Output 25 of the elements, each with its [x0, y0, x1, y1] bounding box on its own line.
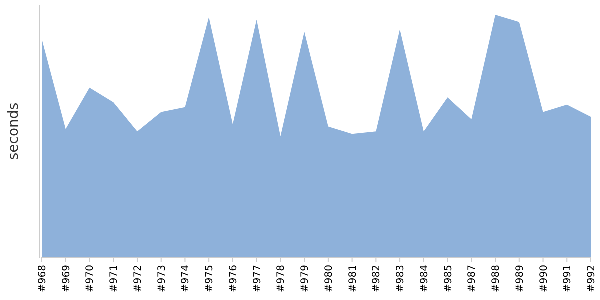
- x-tick-label: #970: [85, 265, 96, 292]
- x-tick-label: #976: [228, 265, 240, 292]
- x-tick-label: #980: [324, 265, 335, 292]
- y-axis-title: seconds: [6, 102, 22, 160]
- x-tick-label: #990: [538, 265, 550, 292]
- x-tick-label: #983: [396, 265, 407, 292]
- x-tick-label: #984: [419, 265, 430, 292]
- x-tick-label: #973: [156, 265, 168, 292]
- x-tick-label: #991: [562, 265, 574, 292]
- x-tick-label: #974: [180, 265, 192, 292]
- x-tick-label: #985: [443, 265, 454, 292]
- x-tick-label: #968: [38, 265, 48, 292]
- x-tick-label: #982: [372, 265, 383, 292]
- x-tick-label: #988: [491, 265, 502, 292]
- x-tick-label: #979: [300, 265, 312, 292]
- x-tick-label: #977: [252, 265, 264, 292]
- x-tick-label: #978: [276, 265, 288, 292]
- x-tick-label: #989: [514, 265, 526, 292]
- x-tick-label: #969: [61, 265, 72, 292]
- x-tick-label: #975: [204, 265, 216, 292]
- x-tick-label: #971: [109, 265, 120, 292]
- x-tick-label: #972: [132, 265, 144, 292]
- x-tick-label: #987: [467, 265, 478, 292]
- x-tick-label: #992: [586, 265, 598, 292]
- x-tick-label: #981: [348, 265, 359, 292]
